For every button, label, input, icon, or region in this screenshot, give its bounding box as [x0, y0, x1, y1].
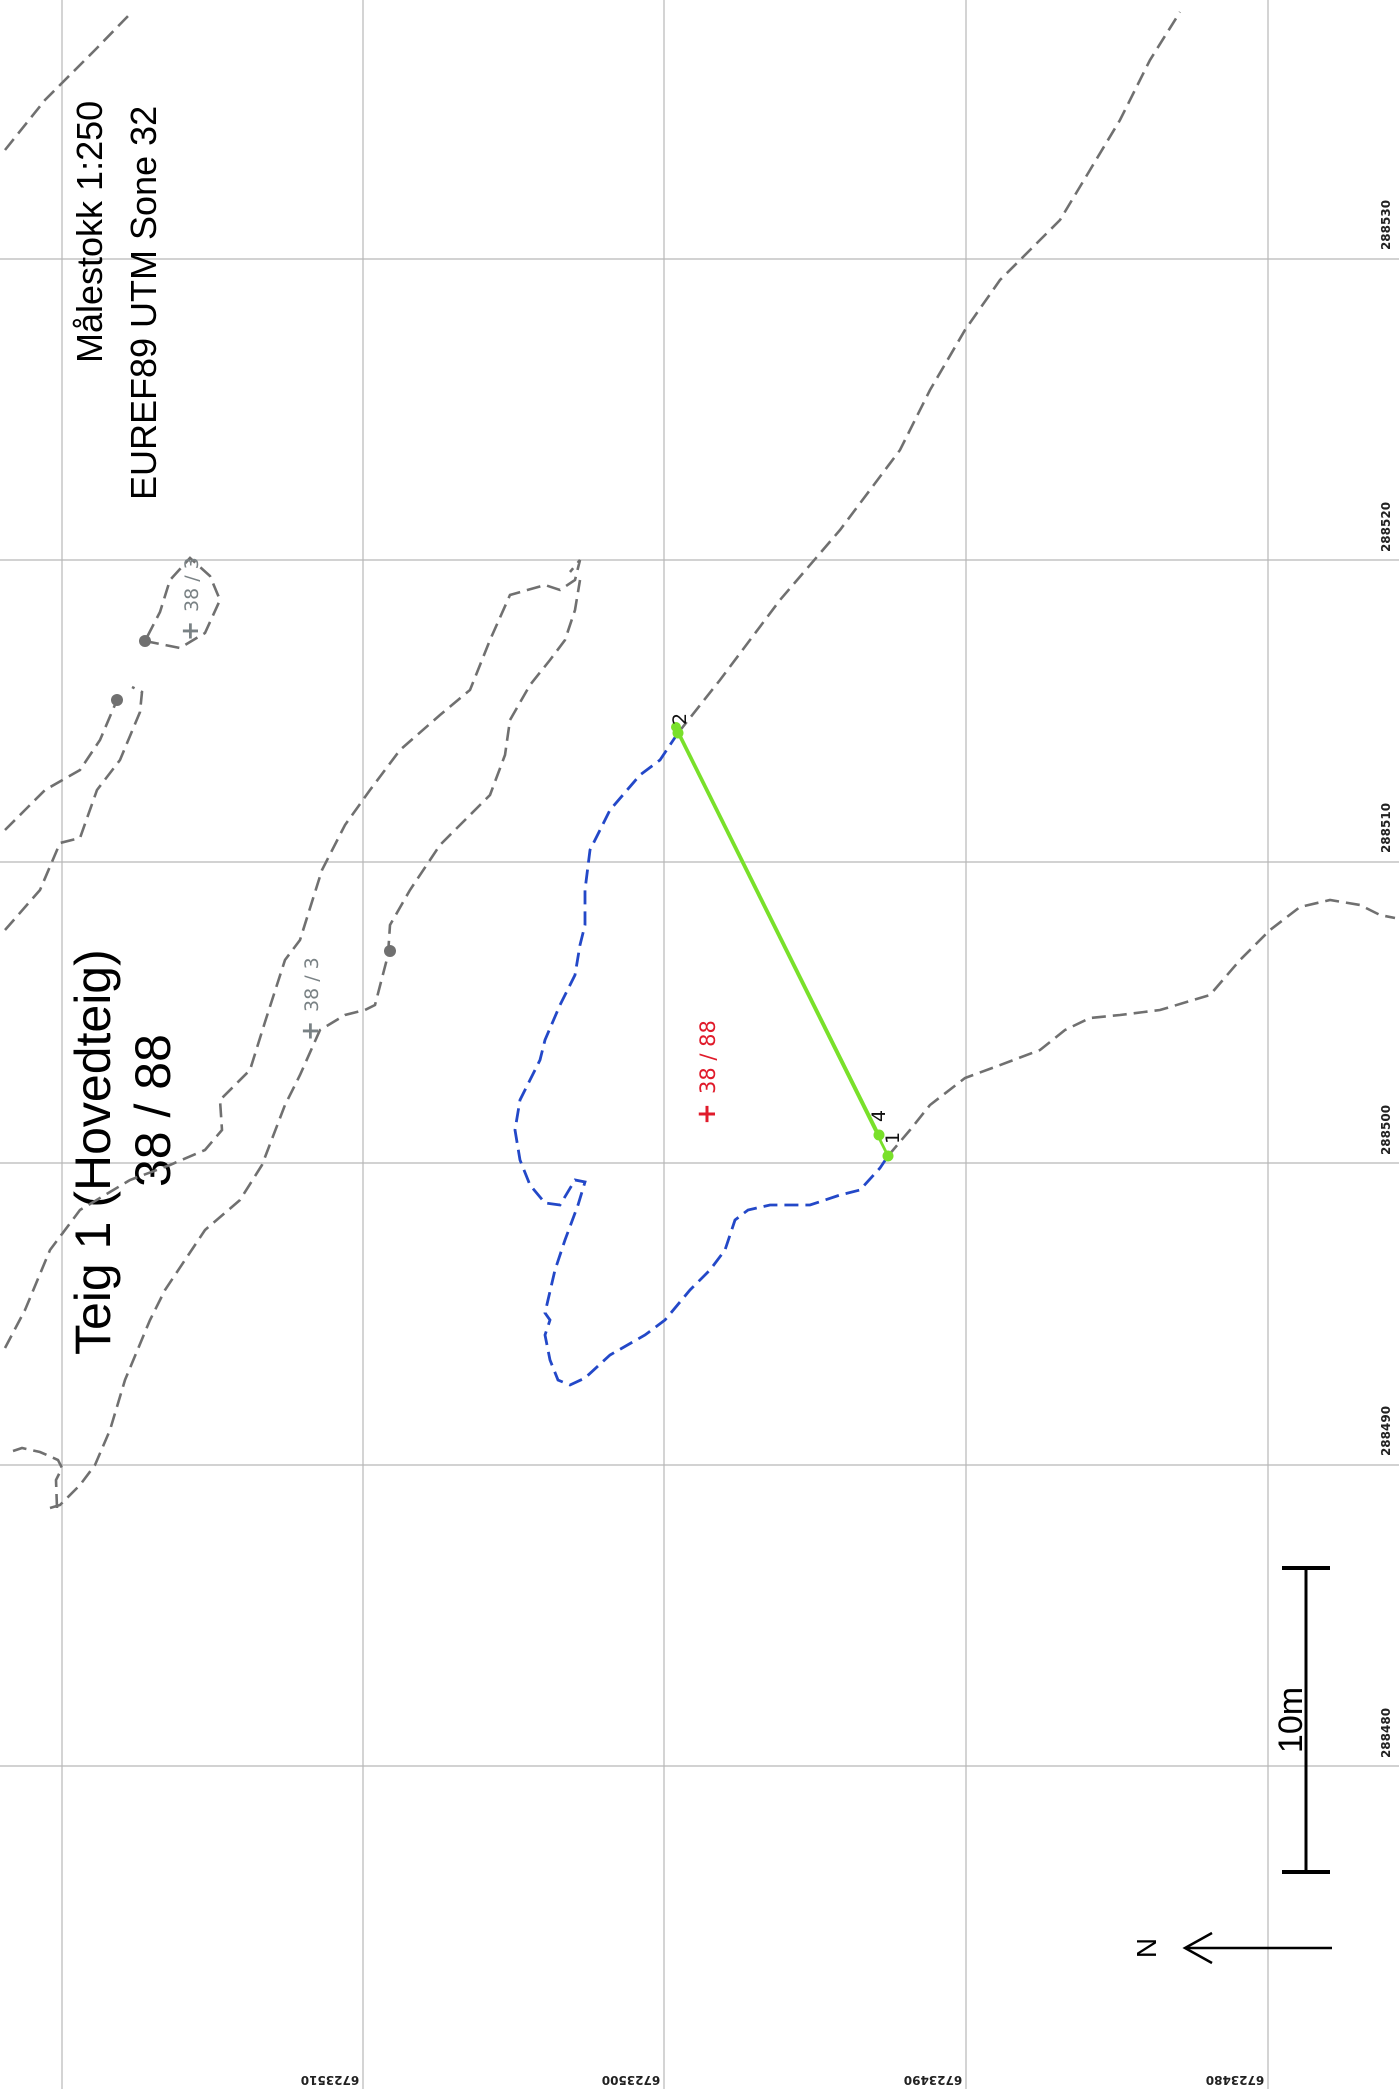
north-label: N [1131, 1938, 1162, 1958]
vertex-label: 4 [868, 1110, 890, 1122]
easting-labels: 288530 288520 288510 288500 288490 28848… [1379, 200, 1393, 1758]
parcel-number-title: 38 / 88 [125, 1034, 181, 1187]
boundary-vertex [873, 1129, 885, 1141]
scale-bar-label: 10m [1272, 1687, 1310, 1753]
easting-label: 288480 [1379, 1708, 1393, 1758]
neighbour-boundary [4, 699, 119, 831]
easting-label: 288530 [1379, 200, 1393, 250]
neighbour-boundary [143, 556, 222, 650]
survey-point [111, 694, 123, 706]
scale-text: Målestokk 1:250 [69, 101, 110, 363]
scale-bar: 10m [1272, 1566, 1330, 1874]
measured-boundary [671, 722, 894, 1162]
northing-labels: 6723510 6723500 6723490 6723480 [301, 2073, 1264, 2087]
map-title: Teig 1 (Hovedteig) [65, 949, 121, 1355]
north-arrow: N [1131, 1931, 1332, 1965]
neighbour-boundary [4, 685, 144, 931]
vertex-labels: 2 4 1 [669, 713, 904, 1144]
parcel-boundary [513, 732, 890, 1387]
boundary-vertex [671, 722, 681, 732]
parcel-marker: + [692, 1103, 722, 1125]
vertex-label: 1 [882, 1132, 904, 1144]
parcel-label: 38 / 3 [181, 557, 203, 612]
northing-label: 6723500 [602, 2073, 660, 2087]
neighbour-boundary [3, 13, 131, 151]
northing-label: 6723490 [904, 2073, 962, 2087]
easting-label: 288500 [1379, 1105, 1393, 1155]
northing-label: 6723480 [1206, 2073, 1264, 2087]
survey-point [384, 945, 396, 957]
neighbour-boundary [887, 898, 1396, 1157]
parcel-label: 38 / 88 [696, 1020, 720, 1094]
easting-label: 288490 [1379, 1406, 1393, 1456]
map-info: Målestokk 1:250 EUREF89 UTM Sone 32 [69, 101, 164, 500]
vertex-label: 2 [669, 713, 691, 725]
parcel-marker: + [176, 621, 204, 641]
parcel-labels: + 38 / 3 + 38 / 3 + 38 / 88 [176, 557, 722, 1125]
crs-text: EUREF89 UTM Sone 32 [123, 106, 164, 500]
measured-boundary-line [674, 726, 881, 1136]
title-block: Teig 1 (Hovedteig) 38 / 88 [65, 949, 181, 1355]
easting-label: 288520 [1379, 502, 1393, 552]
neighbour-boundary [3, 559, 582, 1349]
parcel-label: 38 / 3 [301, 957, 323, 1012]
boundary-vertex [882, 1150, 894, 1162]
neighbour-boundary [676, 11, 1182, 734]
easting-label: 288510 [1379, 803, 1393, 853]
neighbour-boundary [49, 579, 582, 1510]
neighbour-boundary [9, 1446, 64, 1509]
neighbour-boundaries [3, 11, 1396, 1510]
parcel-marker: + [296, 1021, 324, 1041]
northing-label: 6723510 [301, 2073, 359, 2087]
